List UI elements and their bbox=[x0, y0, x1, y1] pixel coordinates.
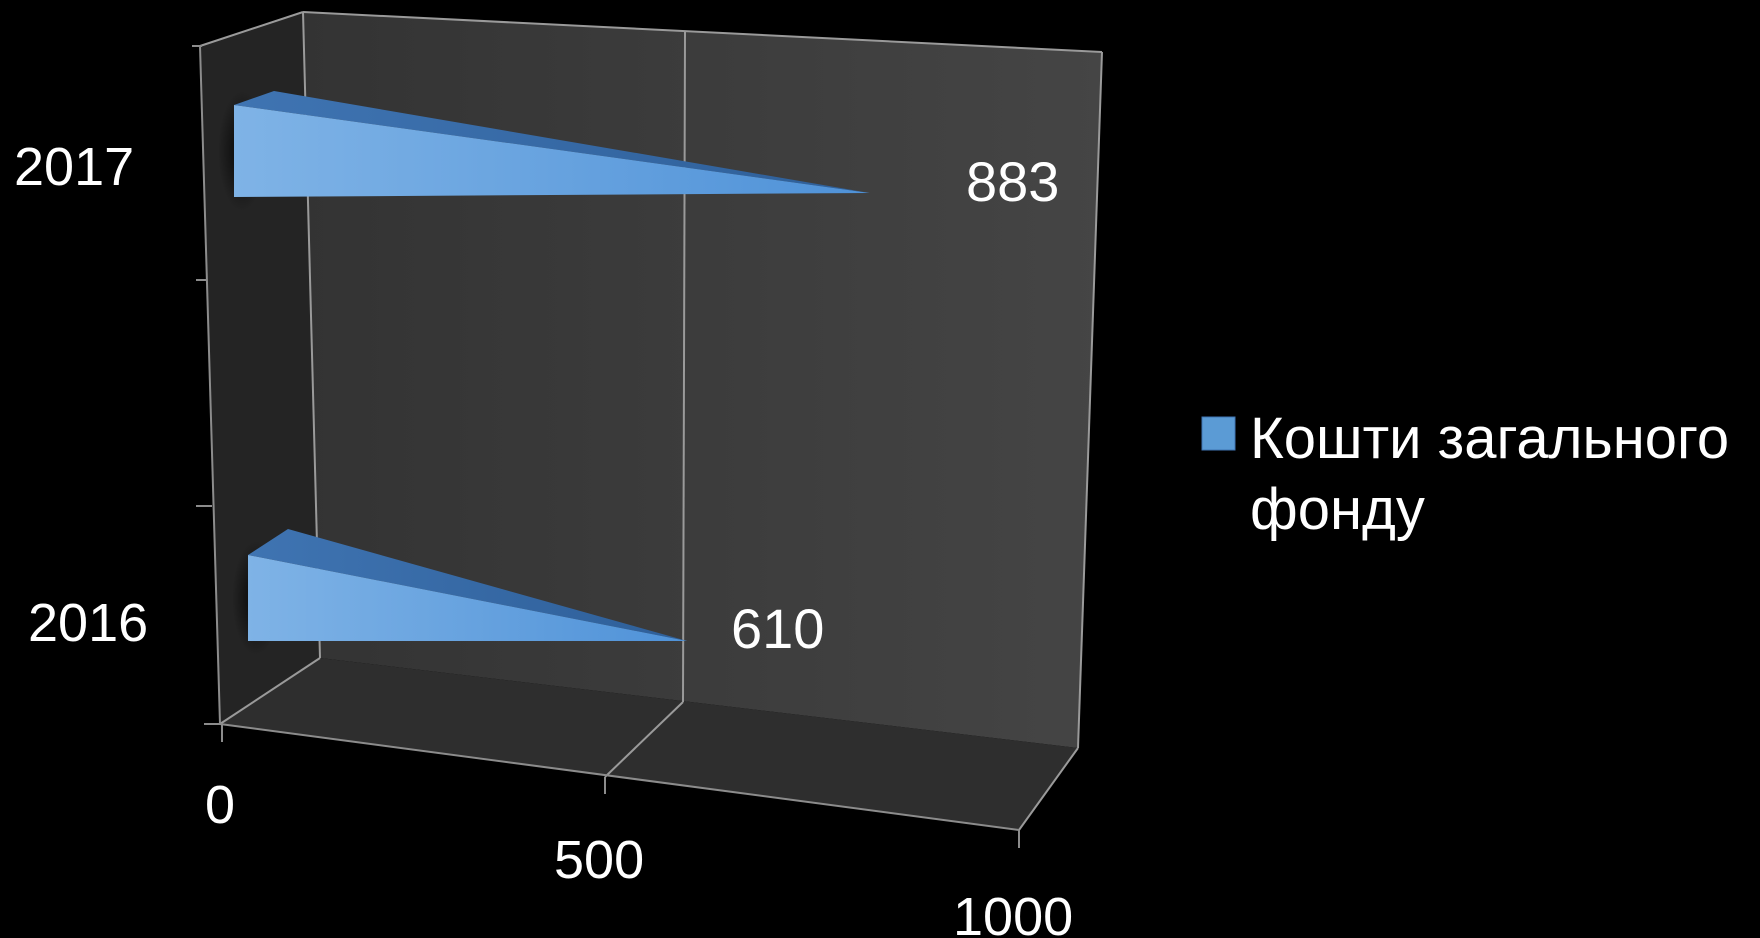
x-tick-labels: 0 500 1000 bbox=[205, 775, 1073, 938]
bar-2016 bbox=[248, 555, 688, 641]
side-wall-top-edge bbox=[199, 11, 304, 47]
x-tick-label-1000: 1000 bbox=[953, 887, 1073, 938]
legend-swatch bbox=[1201, 416, 1236, 451]
floor-right-edge bbox=[1018, 747, 1079, 831]
value-axis bbox=[219, 723, 1020, 831]
bars bbox=[218, 91, 870, 655]
legend: Кошти загального фонду bbox=[1201, 406, 1729, 542]
y-tick-label-2016: 2016 bbox=[28, 593, 148, 653]
axes bbox=[192, 45, 1020, 848]
data-label-2017: 883 bbox=[966, 150, 1059, 213]
category-axis bbox=[199, 45, 221, 725]
bar-top-2016 bbox=[248, 529, 688, 641]
x-tick-label-500: 500 bbox=[554, 830, 644, 890]
back-wall-top-edge bbox=[302, 11, 1103, 53]
legend-label-line-1: Кошти загального bbox=[1250, 406, 1729, 471]
floor-back-edge bbox=[219, 657, 321, 725]
bar-top-2017 bbox=[234, 91, 870, 193]
y-tick-label-2017: 2017 bbox=[14, 137, 134, 197]
legend-label-line-2: фонду bbox=[1250, 477, 1425, 542]
gridline-500-floor bbox=[604, 701, 684, 778]
y-tick-labels: 2017 2016 bbox=[14, 137, 148, 653]
gridline-500-back bbox=[682, 31, 686, 703]
data-label-2016: 610 bbox=[731, 597, 824, 660]
data-labels: 883 610 bbox=[731, 150, 1059, 660]
back-wall bbox=[303, 12, 1102, 748]
back-wall-right-edge bbox=[1077, 51, 1103, 749]
floor bbox=[220, 658, 1078, 830]
x-tick-label-0: 0 bbox=[205, 775, 235, 835]
bar-2017 bbox=[234, 105, 870, 197]
